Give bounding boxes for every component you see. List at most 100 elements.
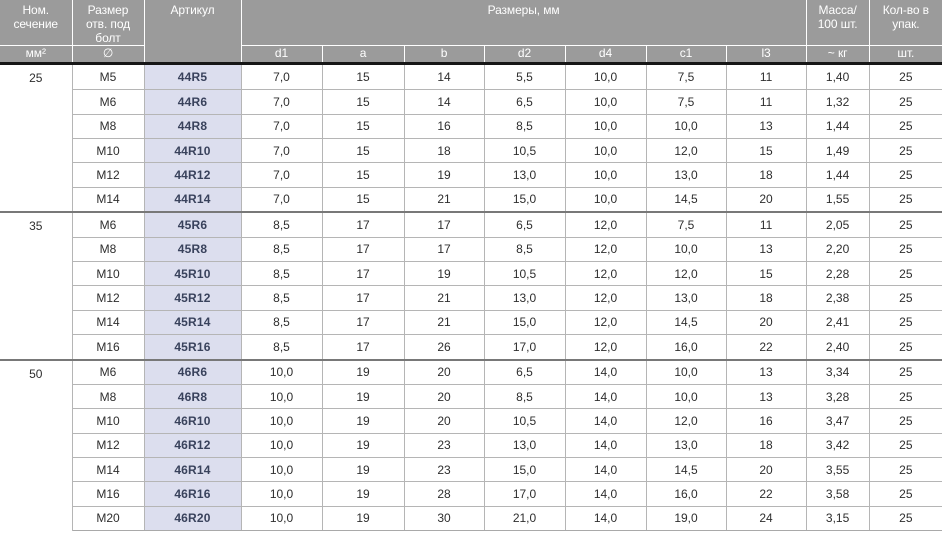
cell-mass: 1,32: [805, 89, 870, 115]
table-row: M10 46R10 10,0 19 20 10,5 14,0 12,0 16 3,47 25: [0, 408, 942, 434]
cell-d4: 14,0: [564, 384, 647, 410]
cell-d2: 6,5: [483, 358, 566, 386]
cell-d4: 10,0: [564, 137, 647, 164]
cell-a: 17: [321, 261, 405, 287]
cell-qty: 25: [868, 408, 942, 434]
cell-b: 20: [403, 384, 485, 410]
cell-c1: 13,0: [645, 432, 727, 459]
cell-d2: 15,0: [483, 457, 566, 483]
cell-d4: 12,0: [564, 285, 647, 311]
cell-c1: 7,5: [645, 89, 727, 115]
cell-qty: 25: [868, 481, 942, 507]
cell-d4: 10,0: [564, 113, 647, 139]
cell-qty: 25: [868, 186, 942, 213]
cell-article: 45R6: [143, 211, 242, 238]
cell-l3: 22: [725, 333, 807, 361]
cell-a: 19: [321, 481, 405, 507]
cell-b: 20: [403, 408, 485, 434]
cell-c1: 10,0: [645, 113, 727, 139]
header-col-d1: d1: [240, 45, 322, 64]
table-row: M14 44R14 7,0 15 21 15,0 10,0 14,5 20 1,55 25: [0, 186, 942, 213]
cell-article: 44R12: [143, 162, 242, 188]
cell-qty: 25: [868, 432, 942, 459]
cell-size: M12: [72, 432, 145, 459]
cell-qty: 25: [868, 236, 942, 263]
cell-l3: 16: [725, 408, 807, 434]
cell-b: 19: [403, 261, 485, 287]
table-row: M16 45R16 8,5 17 26 17,0 12,0 16,0 22 2,40 25: [0, 333, 942, 361]
cell-article: 45R8: [143, 236, 242, 263]
header-row-sub: мм² ∅ d1 a b d2 d4 c1 l3 ~ кг шт.: [0, 45, 942, 64]
cell-mass: 2,38: [805, 285, 870, 311]
cell-d1: 7,0: [240, 62, 323, 91]
cell-size: M8: [72, 236, 145, 263]
header-col-d2: d2: [483, 45, 565, 64]
cell-a: 15: [321, 162, 405, 188]
cell-b: 26: [403, 333, 485, 361]
cell-nominal-section: 25: [0, 62, 73, 213]
cell-mass: 3,55: [805, 457, 870, 483]
cell-nominal-section: 50: [0, 358, 73, 531]
cell-size: M8: [72, 384, 145, 410]
cell-qty: 25: [868, 137, 942, 164]
cell-a: 17: [321, 236, 405, 263]
cell-d4: 14,0: [564, 358, 647, 386]
header-unit-pcs: шт.: [868, 45, 942, 64]
cell-b: 23: [403, 432, 485, 459]
cell-d1: 10,0: [240, 358, 323, 386]
cell-b: 30: [403, 505, 485, 532]
cell-d2: 10,5: [483, 408, 566, 434]
cell-article: 44R14: [143, 186, 242, 213]
cell-b: 28: [403, 481, 485, 507]
table-row: M12 44R12 7,0 15 19 13,0 10,0 13,0 18 1,44 25: [0, 162, 942, 188]
cell-qty: 25: [868, 333, 942, 361]
cell-article: 46R16: [143, 481, 242, 507]
cell-size: M14: [72, 309, 145, 335]
cell-mass: 2,41: [805, 309, 870, 335]
cell-d4: 12,0: [564, 211, 647, 238]
cell-d1: 10,0: [240, 384, 323, 410]
cell-qty: 25: [868, 285, 942, 311]
cell-d2: 8,5: [483, 113, 566, 139]
table-row: 35 M6 45R6 8,5 17 17 6,5 12,0 7,5 11 2,05 25: [0, 211, 942, 360]
cell-d1: 10,0: [240, 408, 323, 434]
cell-d1: 8,5: [240, 236, 323, 263]
cell-c1: 12,0: [645, 137, 727, 164]
cell-article: 46R6: [143, 358, 242, 386]
cell-b: 21: [403, 309, 485, 335]
cell-d2: 13,0: [483, 162, 566, 188]
cell-c1: 16,0: [645, 481, 727, 507]
cell-d2: 13,0: [483, 432, 566, 459]
cell-a: 17: [321, 285, 405, 311]
cell-l3: 22: [725, 481, 807, 507]
table-row: M20 46R20 10,0 19 30 21,0 14,0 19,0 24 3,15 25: [0, 505, 942, 532]
cell-d1: 8,5: [240, 211, 323, 238]
header-unit-mm2: мм²: [0, 45, 72, 64]
cell-a: 15: [321, 113, 405, 139]
cell-article: 44R8: [143, 113, 242, 139]
cell-b: 18: [403, 137, 485, 164]
cell-a: 19: [321, 358, 405, 386]
cell-c1: 13,0: [645, 162, 727, 188]
cell-b: 21: [403, 285, 485, 311]
cell-l3: 11: [725, 211, 807, 238]
cell-d4: 14,0: [564, 481, 647, 507]
cell-size: M10: [72, 137, 145, 164]
cell-size: M12: [72, 162, 145, 188]
header-nominal-section: Ном. сечение: [0, 0, 72, 46]
cell-d1: 8,5: [240, 309, 323, 335]
header-row-main: Ном. сечение Размер отв. под болт Артику…: [0, 0, 942, 64]
cell-a: 19: [321, 384, 405, 410]
cell-mass: 1,44: [805, 162, 870, 188]
cell-d2: 8,5: [483, 384, 566, 410]
cell-d2: 15,0: [483, 186, 566, 213]
cell-mass: 3,34: [805, 358, 870, 386]
cell-mass: 1,49: [805, 137, 870, 164]
table-row: M8 46R8 10,0 19 20 8,5 14,0 10,0 13 3,28 25: [0, 384, 942, 410]
cell-d2: 13,0: [483, 285, 566, 311]
cell-mass: 1,40: [805, 62, 870, 91]
cell-d1: 10,0: [240, 481, 323, 507]
cell-d1: 7,0: [240, 162, 323, 188]
cell-a: 15: [321, 137, 405, 164]
